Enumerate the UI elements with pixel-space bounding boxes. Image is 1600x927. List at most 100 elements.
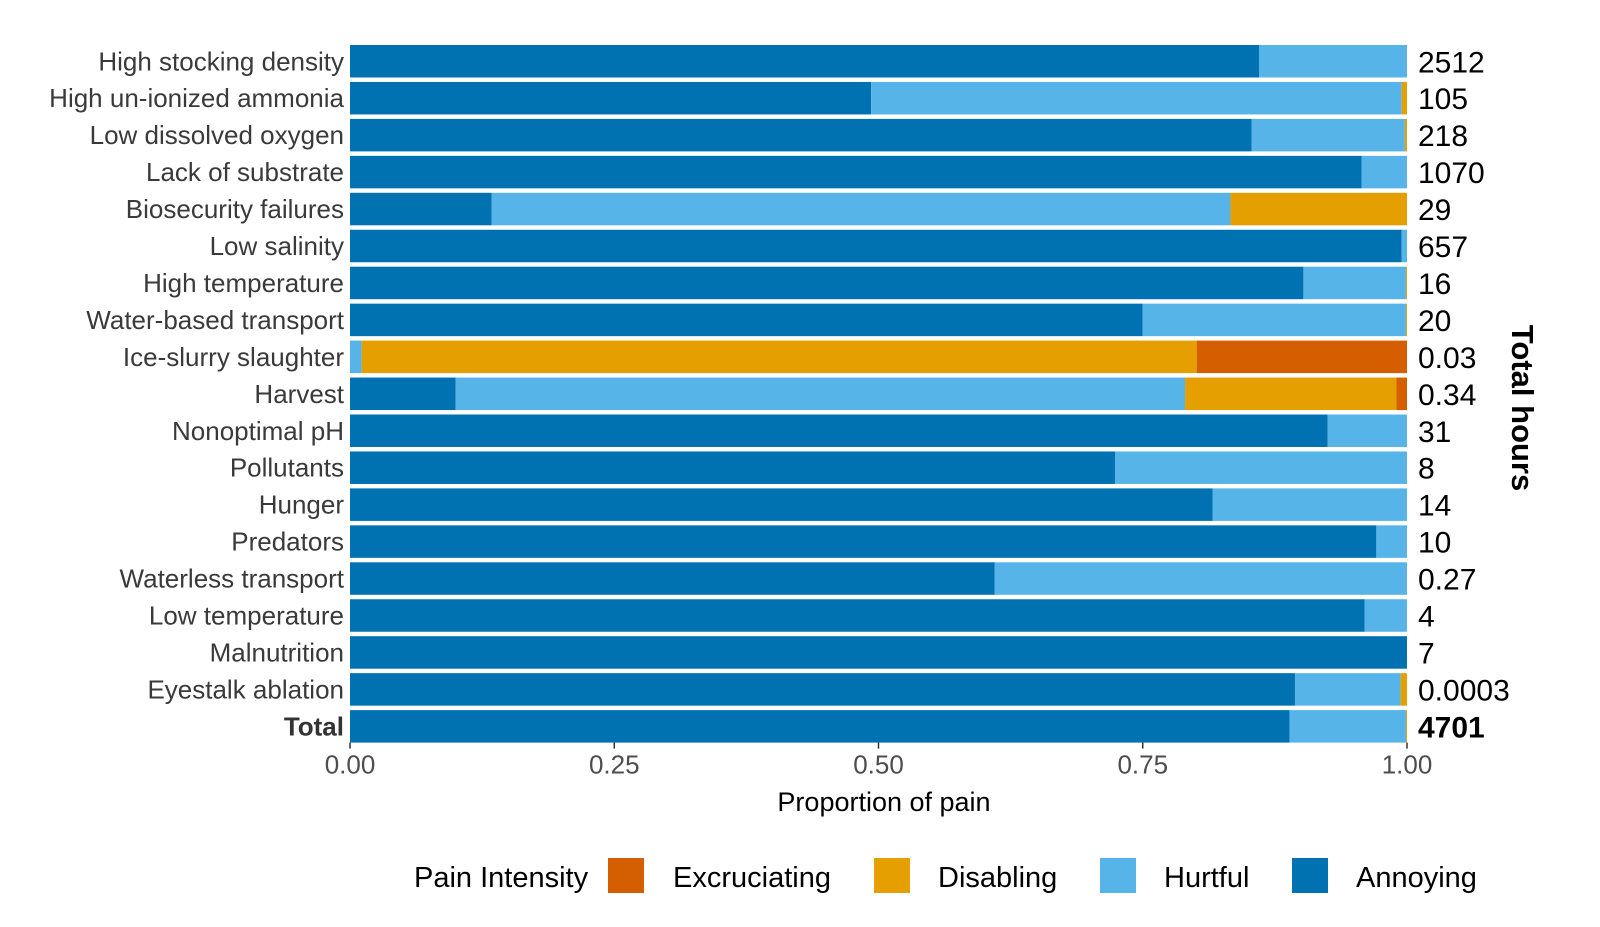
bar-row (350, 525, 1407, 558)
legend-entry: Annoying (1292, 858, 1477, 894)
bar-segment-hurtful (1294, 673, 1401, 706)
bar-segment-hurtful (994, 562, 1407, 595)
bar-segment-disabling (1400, 673, 1407, 706)
category-label: Hunger (259, 490, 345, 520)
bar-segment-hurtful (455, 377, 1186, 411)
bar-segment-excruciating (1196, 340, 1407, 374)
total-hours-label: 7 (1418, 637, 1435, 670)
bar-row (350, 636, 1407, 669)
total-hours-label: 29 (1418, 194, 1451, 227)
bar-row (350, 710, 1407, 743)
bar-segment-annoying (350, 451, 1116, 484)
category-label: Eyestalk ablation (147, 674, 344, 704)
bar-segment-annoying (350, 636, 1407, 669)
bar-segment-annoying (350, 488, 1213, 521)
bar-segment-hurtful (1259, 45, 1407, 78)
total-hours-label: 16 (1418, 268, 1451, 301)
bar-row (350, 192, 1407, 226)
category-labels: High stocking density High un-ionized amm… (49, 46, 345, 741)
x-axis: 0.00 0.25 0.50 0.75 1.00 (325, 742, 1432, 780)
bar-segment-disabling (1405, 710, 1407, 743)
category-label: Pollutants (230, 453, 344, 483)
legend-label: Annoying (1356, 862, 1477, 894)
legend-swatch-annoying (1292, 858, 1328, 893)
legend-swatch-hurtful (1100, 858, 1136, 893)
bar-segment-hurtful (1303, 266, 1406, 300)
bar-row (350, 266, 1407, 300)
bar-segment-annoying (350, 673, 1295, 706)
bar-segment-hurtful (1212, 488, 1407, 521)
total-hours-label: 657 (1418, 231, 1468, 264)
legend-swatch-disabling (874, 858, 910, 893)
x-tick-label: 0.00 (325, 750, 376, 780)
x-tick-label: 0.25 (589, 750, 640, 780)
bar-segment-annoying (350, 192, 492, 226)
bar-segment-annoying (350, 81, 872, 115)
bar-segment-hurtful (1401, 229, 1407, 263)
total-hours-label: 8 (1418, 453, 1435, 486)
bar-segment-disabling (1405, 266, 1407, 300)
total-hours-label: 0.0003 (1418, 674, 1510, 707)
x-tick-label: 0.75 (1117, 750, 1168, 780)
category-label: Low dissolved oxygen (90, 120, 344, 150)
bar-segment-hurtful (1115, 451, 1407, 484)
bar-segment-annoying (350, 599, 1365, 632)
x-tick-label: 0.50 (853, 750, 904, 780)
legend-title: Pain Intensity (414, 862, 589, 894)
bar-row (350, 303, 1407, 337)
category-label: High stocking density (98, 46, 344, 76)
total-hours-label: 2512 (1418, 46, 1485, 79)
bar-segment-excruciating (1396, 377, 1407, 411)
bar-segment-annoying (350, 377, 456, 411)
category-label: Biosecurity failures (126, 194, 344, 224)
category-label: Harvest (254, 379, 344, 409)
bar-row (350, 673, 1407, 706)
bar-segment-hurtful (1142, 303, 1406, 337)
bar-segment-hurtful (1361, 155, 1407, 189)
bar-row (350, 81, 1407, 115)
total-hours-label: 105 (1418, 83, 1468, 116)
bar-segment-hurtful (871, 81, 1402, 115)
total-hours-labels: 2512 105 218 1070 29 657 16 20 0.03 0.34 31 8 14 10 0.… (1418, 46, 1510, 744)
legend-entry: Excruciating (608, 858, 831, 894)
bar-segment-disabling (1405, 303, 1407, 337)
legend-swatch-excruciating (608, 858, 644, 893)
bar-row (350, 562, 1407, 595)
bar-row (350, 45, 1407, 78)
x-axis-title: Proportion of pain (777, 787, 990, 817)
legend-entry: Hurtful (1100, 858, 1249, 894)
total-hours-label: 0.34 (1418, 379, 1476, 412)
bar-segment-annoying (350, 229, 1402, 263)
bar-segment-disabling (1230, 192, 1407, 226)
bar-segment-hurtful (1327, 414, 1407, 447)
total-hours-label: 0.27 (1418, 564, 1476, 597)
bar-segment-disabling (1401, 81, 1407, 115)
bar-row (350, 599, 1407, 632)
category-label: Total (284, 711, 344, 741)
category-label: High temperature (143, 268, 344, 298)
bar-segment-disabling (361, 340, 1197, 374)
right-axis-title: Total hours (1505, 325, 1540, 491)
category-label: Low salinity (210, 231, 344, 261)
bar-segment-disabling (1185, 377, 1397, 411)
bar-row (350, 155, 1407, 189)
bar-row (350, 414, 1407, 447)
bar-segment-hurtful (491, 192, 1231, 226)
bar-segment-hurtful (350, 340, 362, 374)
category-label: Ice-slurry slaughter (123, 342, 344, 372)
bar-segment-annoying (350, 303, 1143, 337)
category-label: Malnutrition (210, 637, 344, 667)
total-hours-label: 31 (1418, 416, 1451, 449)
total-hours-label: 4701 (1418, 711, 1485, 744)
legend-label: Excruciating (673, 862, 831, 894)
bar-segment-annoying (350, 45, 1260, 78)
bars-layer (350, 45, 1407, 743)
category-label: Nonoptimal pH (172, 416, 344, 446)
bar-segment-hurtful (1251, 118, 1405, 152)
bar-row (350, 340, 1407, 374)
bar-segment-hurtful (1289, 710, 1406, 743)
legend: Pain Intensity Excruciating Disabling Hurt… (414, 858, 1477, 894)
category-label: Lack of substrate (146, 157, 344, 187)
